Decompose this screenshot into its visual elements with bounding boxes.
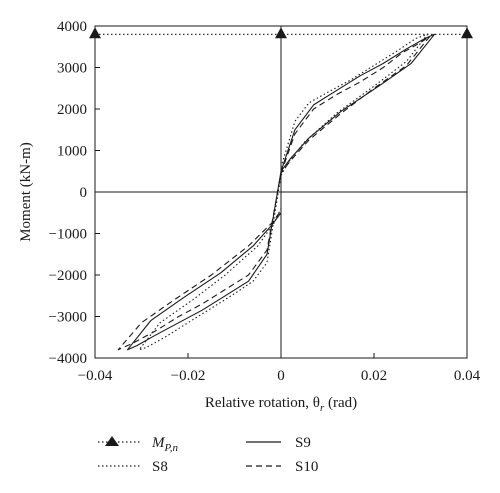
y-tick-label: 3000 [57,61,87,77]
x-axis-title-unit: (rad) [324,395,357,411]
legend-item-s8: S8 [98,459,168,475]
x-tick-label: 0.04 [454,368,481,384]
x-axis: −0.04 −0.02 0 0.02 0.04 [78,353,481,384]
x-axis-title-main: Relative rotation, θ [205,395,320,411]
x-axis-title: Relative rotation, θr (rad) [205,395,357,414]
series-s10-line [117,35,431,351]
y-axis: −4000 −3000 −2000 −1000 0 1000 2000 3000 4000 [49,19,100,367]
x-tick-label: −0.04 [78,368,113,384]
mpn-triangle-marker [275,27,287,39]
legend-label-s8: S8 [152,459,168,475]
legend-label-mpn-sub: P,n [164,442,179,454]
legend-label-s9: S9 [295,435,311,451]
y-tick-label: 1000 [57,144,87,160]
y-tick-label: −4000 [49,351,87,367]
series-layer [95,33,467,351]
series-s8-line [138,33,429,351]
y-axis-title: Moment (kN-m) [18,142,34,242]
legend-item-mpn: MP,n [98,435,179,454]
legend-item-s10: S10 [246,459,318,475]
y-tick-label: −2000 [49,268,87,284]
y-tick-label: 2000 [57,102,87,118]
y-tick-label: 4000 [57,19,87,35]
y-tick-label: 0 [80,185,88,201]
x-axis-title-sub: r [320,402,325,414]
x-tick-label: 0.02 [361,368,387,384]
legend-triangle-icon [105,436,119,446]
legend-label-mpn-main: M [151,435,166,451]
y-tick-label: −1000 [49,227,87,243]
x-tick-label: 0 [277,368,285,384]
legend-label-mpn: MP,n [151,435,179,454]
x-tick-label: −0.02 [171,368,206,384]
legend-item-s9: S9 [246,435,311,451]
legend-label-s10: S10 [295,459,318,475]
y-tick-label: −3000 [49,310,87,326]
legend: MP,n S8 S9 S10 [98,435,318,475]
marker-layer [89,27,473,39]
mpn-triangle-marker [461,27,473,39]
mpn-triangle-marker [89,27,101,39]
series-s9-line [126,33,436,351]
